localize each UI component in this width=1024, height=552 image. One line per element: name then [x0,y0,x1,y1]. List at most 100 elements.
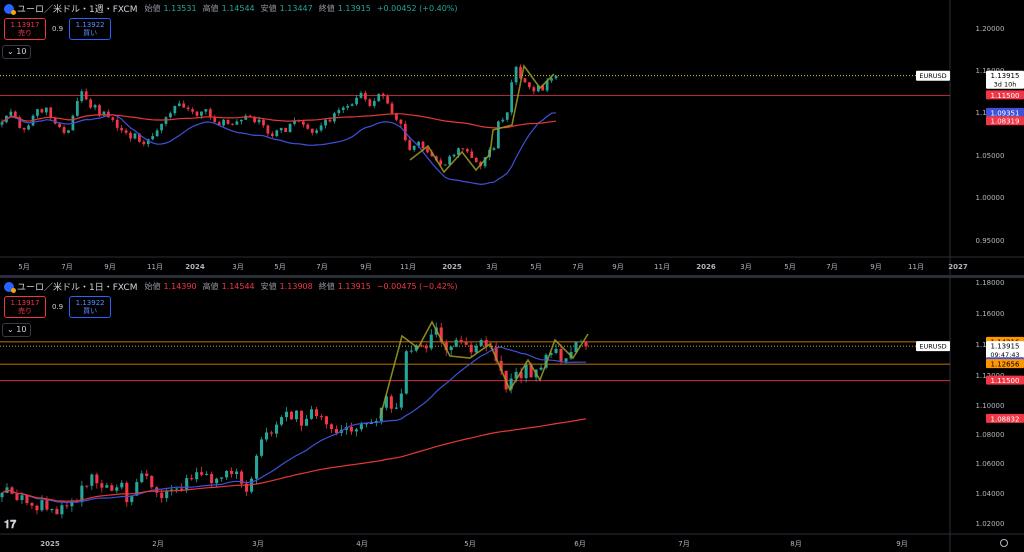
candle-body [85,485,89,487]
y-tick-label: 1.16000 [976,310,1005,318]
x-tick-label: 7月 [826,263,837,271]
indicator-collapse-button[interactable]: ⌄ 10 [2,45,32,59]
sell-button[interactable]: 1.13917 売り [4,296,46,318]
candle-body [150,475,154,488]
daily-symbol-title[interactable]: ユーロ／米ドル・1日・FXCM [17,283,138,293]
candle-body [195,111,199,116]
candle-body [528,82,531,88]
high-value: 1.14544 [221,282,255,291]
candle-body [509,378,513,390]
candle-body [545,80,549,91]
candle-body [140,473,144,483]
x-tick-label: 2025 [442,263,462,271]
x-tick-label: 7月 [316,263,327,271]
candle-body [200,111,203,116]
buy-label: 買い [83,29,98,37]
weekly-chart-canvas[interactable]: 1.200001.150001.100001.050001.000000.950… [0,0,1024,275]
weekly-symbol-title[interactable]: ユーロ／米ドル・1週・FXCM [17,5,138,15]
candle-body [240,471,244,484]
daily-legend: ユーロ／米ドル・1日・FXCM 始値 1.14390 高値 1.14544 安値 1.… [4,280,461,293]
candle-body [319,416,324,418]
candle-body [483,157,487,167]
candle-body [536,85,540,92]
candle-body [294,410,299,420]
x-tick-label: 5月 [274,263,285,271]
candle-body [180,488,184,491]
candle-body [260,439,264,456]
daily-chart-canvas[interactable]: 1.180001.160001.140001.120001.100001.080… [0,278,1024,552]
tradingview-logo-icon[interactable]: 𝟏𝟕 [4,518,17,531]
x-tick-label: 3月 [252,540,263,548]
candle-body [185,478,189,491]
candle-body [350,104,354,106]
candle-body [519,371,523,379]
y-tick-label: 1.04000 [976,490,1005,498]
candle-body [231,123,234,125]
candle-body [284,411,289,418]
y-tick-label: 1.02000 [976,520,1005,528]
candle-body [80,485,84,503]
candle-body [279,127,283,131]
candle-body [222,119,225,126]
pane-separator[interactable] [0,275,1024,278]
candle-body [448,156,452,165]
close-key: 終値 [318,4,335,13]
weekly-change: +0.00452 (+0.40%) [376,4,458,13]
candle-body [564,358,568,362]
candle-body [399,119,403,124]
buy-button[interactable]: 1.13922 買い [69,296,112,318]
moving-average-line [1,112,557,186]
candle-body [549,352,553,355]
candle-body [412,145,416,150]
candle-body [304,418,309,426]
x-tick-label: 11月 [147,263,163,271]
candle-body [110,485,114,491]
indicator-collapse-button[interactable]: ⌄ 10 [2,323,32,337]
candle-body [160,492,164,499]
candle-body [165,491,169,499]
candle-body [334,429,338,433]
sell-label: 売り [18,29,32,37]
price-label-text: 1.11500 [991,92,1020,100]
symbol-tag [916,341,950,352]
candle-body [519,66,522,79]
close-value: 1.13915 [337,4,371,13]
daily-chart-pane[interactable]: 1.180001.160001.140001.120001.100001.080… [0,278,1024,552]
buy-button[interactable]: 1.13922 買い [69,18,112,40]
candle-body [130,495,134,503]
candle-body [465,149,469,152]
candle-body [105,485,109,488]
candle-body [235,471,239,475]
x-tick-label: 3月 [232,263,243,271]
candle-body [408,140,412,150]
candle-body [244,115,248,120]
candle-body [177,103,181,106]
candle-body [58,123,61,128]
x-tick-label: 9月 [612,263,623,271]
candle-body [190,478,194,480]
candle-body [220,477,224,479]
buy-price: 1.13922 [75,21,105,29]
low-value: 1.13447 [279,4,313,13]
candle-body [499,360,503,371]
candle-body [269,432,274,434]
candle-body [324,416,328,425]
symbol-tag-label: EURUSD [919,343,946,351]
candle-body [262,119,265,126]
sell-label: 売り [18,307,32,315]
candle-body [124,130,128,133]
sell-button[interactable]: 1.13917 売り [4,18,46,40]
candle-body [98,105,101,116]
candle-body [439,160,443,165]
weekly-chart-pane[interactable]: 1.200001.150001.100001.050001.000000.950… [0,0,1024,275]
candle-body [443,164,447,166]
candle-body [449,346,453,351]
candle-body [395,113,398,120]
candle-body [299,410,304,426]
candle-body [129,132,132,139]
candle-body [288,123,292,132]
candle-body [270,133,274,137]
x-tick-label: 9月 [870,263,881,271]
candle-body [349,427,353,432]
price-label-box [986,90,1024,100]
